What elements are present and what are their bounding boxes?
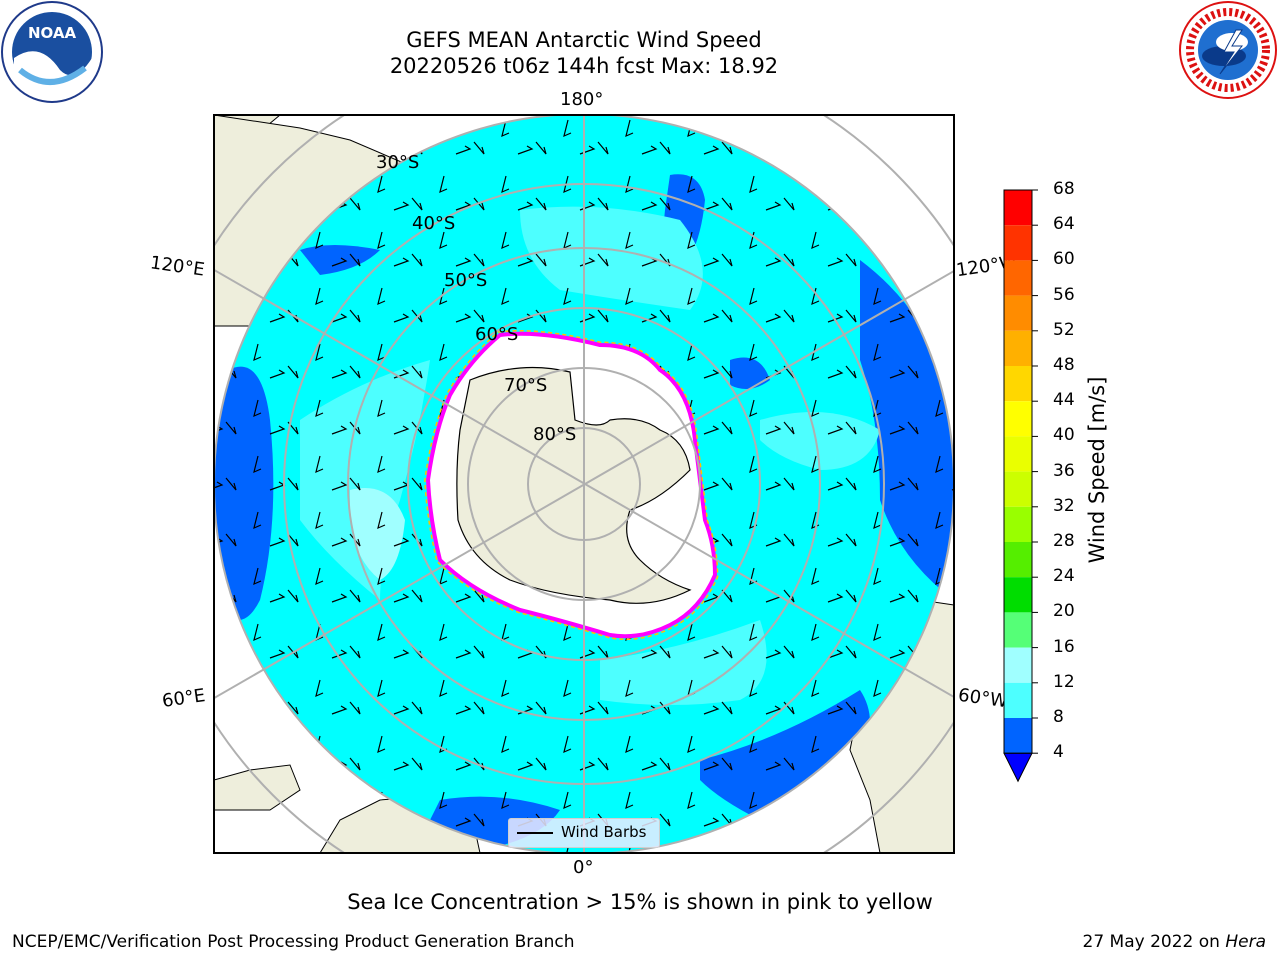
generated-date: 27 May 2022 on Hera <box>1083 932 1267 952</box>
generated-date-text: 27 May 2022 on <box>1082 932 1226 952</box>
noaa-logo-icon: NOAA <box>1 1 103 103</box>
colorbar-segment <box>1004 647 1032 683</box>
colorbar-segment <box>1004 225 1032 261</box>
colorbar-tick-label: 28 <box>1053 531 1075 551</box>
colorbar-tick-label: 40 <box>1053 425 1075 446</box>
colorbar-tick-label: 4 <box>1053 742 1064 763</box>
colorbar-extend-arrow <box>1003 752 1033 783</box>
colorbar-tick-label: 64 <box>1053 214 1075 235</box>
map-legend: Wind Barbs <box>508 818 660 848</box>
colorbar-tick-label: 68 <box>1053 179 1075 199</box>
colorbar-segment <box>1004 330 1032 366</box>
colorbar-segment <box>1004 612 1032 648</box>
map-title: GEFS MEAN Antarctic Wind Speed <box>406 28 762 52</box>
lat-label-60s: 60°S <box>475 324 519 345</box>
colorbar-label: Wind Speed [m/s] <box>1085 376 1109 564</box>
legend-label: Wind Barbs <box>561 823 647 841</box>
lat-label-80s: 80°S <box>533 424 577 445</box>
colorbar-segment <box>1004 260 1032 296</box>
colorbar-tick-label: 12 <box>1053 671 1075 692</box>
colorbar-tick-label: 20 <box>1053 601 1075 622</box>
colorbar-segment <box>1004 718 1032 754</box>
colorbar-tick-label: 32 <box>1053 495 1075 516</box>
colorbar-segment <box>1004 542 1032 578</box>
wind-barb-legend-line <box>517 832 553 834</box>
colorbar-tick-label: 44 <box>1053 390 1075 411</box>
antarctica <box>424 329 719 641</box>
map-subtitle: 20220526 t06z 144h fcst Max: 18.92 <box>389 54 779 78</box>
colorbar-tick-label: 48 <box>1053 355 1075 375</box>
colorbar-tick-label: 16 <box>1053 636 1075 657</box>
lon-label-180: 180° <box>560 89 604 110</box>
producer-credit: NCEP/EMC/Verification Post Processing Pr… <box>12 932 575 952</box>
colorbar-segment <box>1004 682 1032 718</box>
national-weather-service-logo-icon <box>1179 1 1277 99</box>
lat-label-70s: 70°S <box>504 375 548 396</box>
machine-name: Hera <box>1225 932 1266 952</box>
lat-label-50s: 50°S <box>444 270 488 291</box>
sea-ice-note: Sea Ice Concentration > 15% is shown in … <box>347 890 933 914</box>
colorbar-tick-label: 24 <box>1053 566 1075 587</box>
noaa-logo-text: NOAA <box>28 24 77 42</box>
colorbar-tick-label: 52 <box>1053 319 1075 340</box>
colorbar-segment <box>1004 295 1032 331</box>
colorbar-segment <box>1004 471 1032 507</box>
colorbar-segment <box>1004 401 1032 437</box>
colorbar-tick-label: 8 <box>1053 707 1064 727</box>
colorbar-segment <box>1004 506 1032 542</box>
colorbar-tick-label: 56 <box>1053 284 1075 305</box>
colorbar-tick-label: 36 <box>1053 460 1075 481</box>
lon-label-0: 0° <box>573 857 594 878</box>
colorbar-segment <box>1004 577 1032 613</box>
colorbar-segment <box>1004 366 1032 402</box>
colorbar-segment <box>1004 190 1032 226</box>
wind-speed-colorbar <box>1003 189 1038 783</box>
lat-label-40s: 40°S <box>412 213 456 234</box>
lat-label-30s: 30°S <box>376 152 420 173</box>
colorbar-segment <box>1004 436 1032 472</box>
colorbar-tick-label: 60 <box>1053 249 1075 270</box>
